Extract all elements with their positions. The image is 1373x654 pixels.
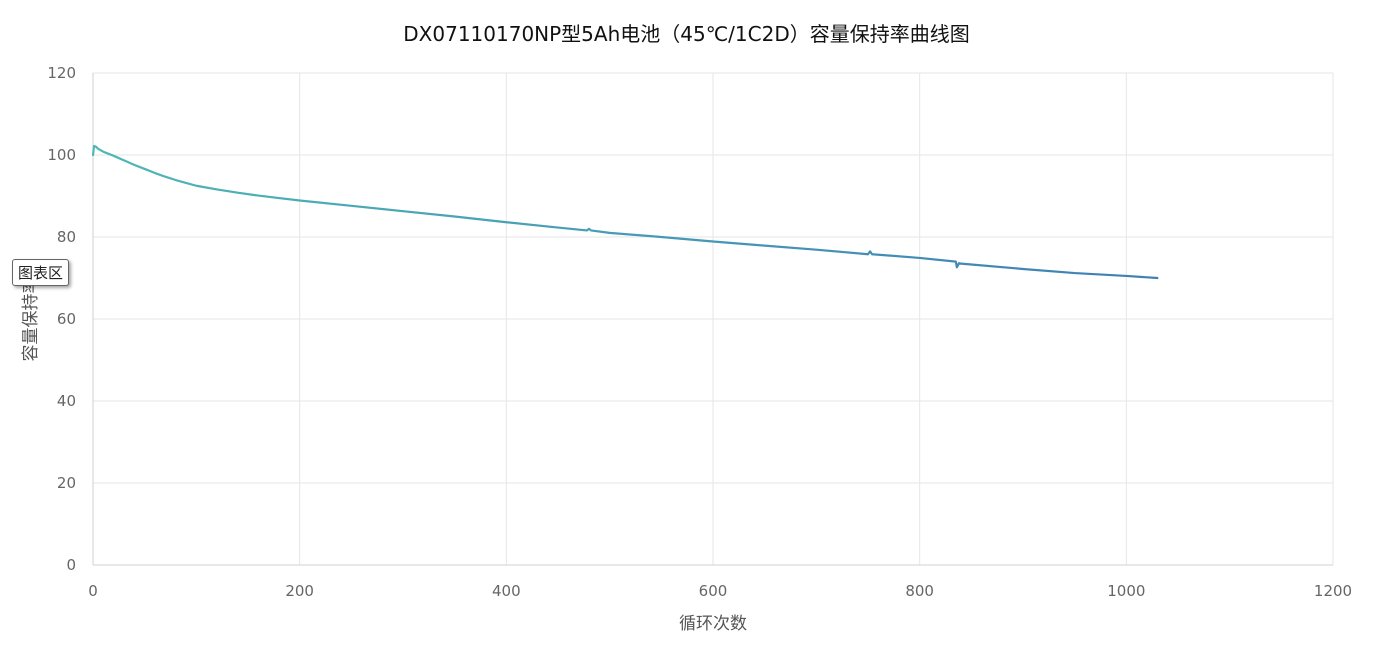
x-tick-label: 1000	[1107, 582, 1145, 600]
x-tick-label: 400	[492, 582, 521, 600]
y-tick-label: 0	[66, 556, 76, 574]
y-tick-label: 20	[57, 474, 76, 492]
y-axis-title: 容量保持率	[21, 277, 41, 362]
x-tick-label: 0	[88, 582, 98, 600]
x-axis-title: 循环次数	[679, 614, 747, 634]
x-tick-label: 1200	[1314, 582, 1352, 600]
x-tick-label: 200	[285, 582, 314, 600]
y-tick-label: 120	[47, 64, 76, 82]
y-tick-label: 100	[47, 146, 76, 164]
x-tick-label: 600	[699, 582, 728, 600]
series-line-0[interactable]	[91, 144, 1159, 280]
grid	[92, 72, 1334, 566]
chart-title: DX07110170NP型5Ah电池（45℃/1C2D）容量保持率曲线图	[403, 22, 970, 46]
series-layer	[91, 144, 1159, 280]
y-tick-label: 40	[57, 392, 76, 410]
chart-area-tooltip: 图表区	[12, 259, 70, 286]
x-tick-label: 800	[905, 582, 934, 600]
y-tick-label: 80	[57, 228, 76, 246]
y-tick-label: 60	[57, 310, 76, 328]
